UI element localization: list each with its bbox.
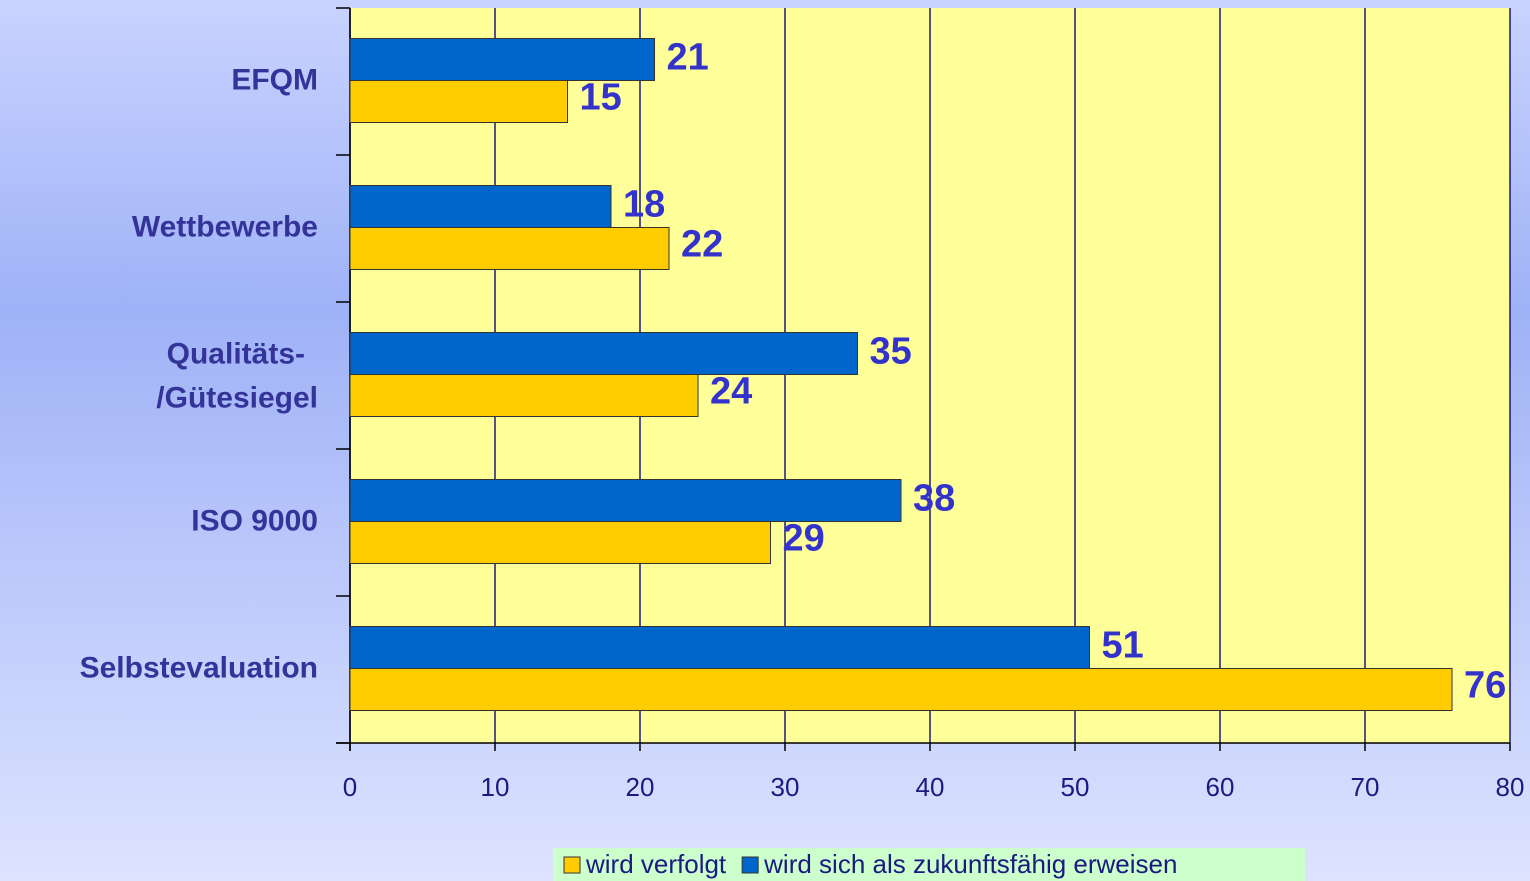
- y-tick-label: EFQM: [231, 63, 318, 96]
- x-tick-label: 30: [771, 772, 800, 802]
- y-tick-label: Qualitäts-/Gütesiegel: [156, 337, 318, 414]
- bar: [349, 227, 670, 270]
- value-label: 29: [783, 518, 825, 560]
- bar: [349, 185, 612, 228]
- x-tick-label: 60: [1206, 772, 1235, 802]
- x-tick-label: 50: [1061, 772, 1090, 802]
- bar: [349, 521, 771, 564]
- x-tick-label: 80: [1496, 772, 1525, 802]
- bar: [349, 38, 655, 81]
- x-tick-label: 40: [916, 772, 945, 802]
- value-label: 35: [870, 331, 912, 373]
- x-tick-label: 10: [481, 772, 510, 802]
- value-label: 51: [1102, 625, 1144, 667]
- x-tick-label: 20: [626, 772, 655, 802]
- x-tick-label: 70: [1351, 772, 1380, 802]
- x-tick-label: 0: [343, 772, 357, 802]
- value-label: 38: [913, 478, 955, 520]
- legend-swatch: [741, 856, 759, 874]
- legend: [553, 848, 1305, 881]
- bar: [349, 668, 1453, 711]
- legend-label: wird verfolgt: [585, 849, 727, 879]
- legend-swatch: [563, 856, 581, 874]
- value-label: 18: [623, 184, 665, 226]
- y-tick-label: ISO 9000: [191, 504, 318, 537]
- value-label: 15: [580, 77, 622, 119]
- value-label: 76: [1464, 665, 1506, 707]
- bar: [349, 479, 902, 522]
- value-label: 24: [710, 371, 752, 413]
- bar: [349, 332, 858, 375]
- bar: [349, 374, 699, 417]
- bar: [349, 80, 568, 123]
- y-tick-label: Wettbewerbe: [132, 210, 318, 243]
- y-tick-label: Selbstevaluation: [80, 651, 318, 684]
- value-label: 22: [681, 224, 723, 266]
- legend-label: wird sich als zukunftsfähig erweisen: [763, 849, 1177, 879]
- value-label: 21: [667, 37, 709, 79]
- bar: [349, 626, 1090, 669]
